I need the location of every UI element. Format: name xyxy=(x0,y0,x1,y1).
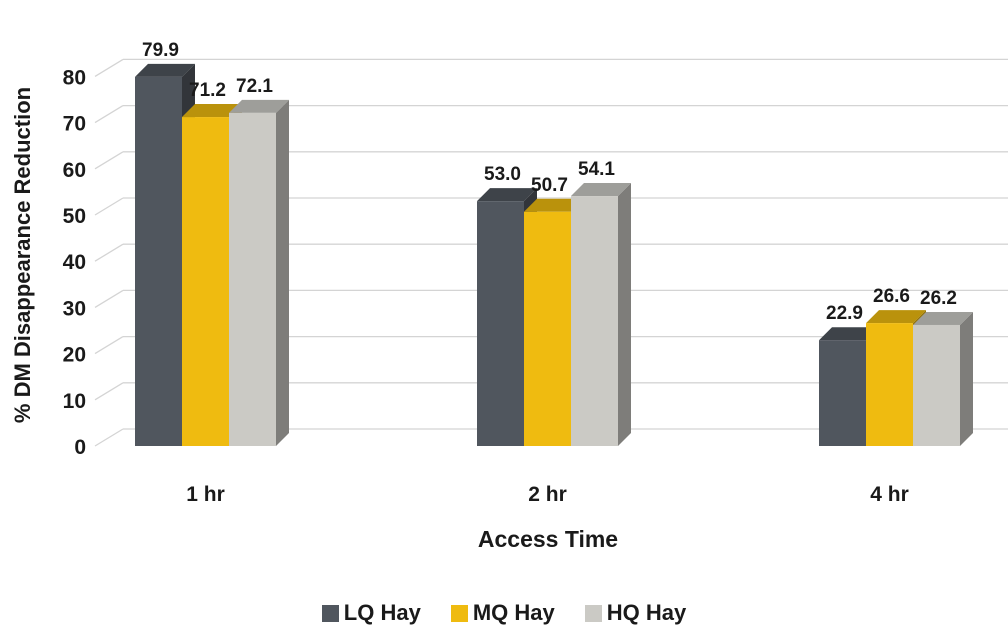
bar-side xyxy=(618,183,631,447)
bar-top xyxy=(182,104,242,118)
legend-swatch-lq-hay xyxy=(321,604,339,622)
legend-item-mq-hay: MQ Hay xyxy=(450,600,555,626)
legend-label: MQ Hay xyxy=(472,600,555,625)
x-tick-label: 2 hr xyxy=(528,483,567,506)
bar xyxy=(913,311,973,446)
y-tick-label: 50 xyxy=(63,205,86,228)
bar-front xyxy=(571,196,618,446)
data-label: 22.9 xyxy=(826,303,863,324)
bar-chart: 0 10 20 30 40 50 60 70 80 79.9 71.2 72.1 53.0 50.7 54… xyxy=(10,40,1008,552)
x-axis-ticks: 1 hr 2 hr 4 hr xyxy=(186,483,909,506)
bar-front xyxy=(524,211,571,446)
gridline-depth xyxy=(94,336,124,355)
data-label: 50.7 xyxy=(531,175,568,196)
legend-item-hq-hay: HQ Hay xyxy=(584,600,687,626)
bar-top xyxy=(913,311,973,325)
data-label: 71.2 xyxy=(189,80,226,101)
y-tick-label: 10 xyxy=(63,390,86,413)
bar-front xyxy=(135,76,182,446)
bars xyxy=(135,63,973,447)
bar-top xyxy=(524,198,584,212)
legend-swatch-hq-hay xyxy=(584,604,602,622)
y-tick-label: 70 xyxy=(63,113,86,136)
gridline-depth xyxy=(94,105,124,124)
bar-front xyxy=(819,340,866,446)
data-label: 53.0 xyxy=(484,164,521,185)
bar-front xyxy=(182,117,229,446)
gridline-depth xyxy=(94,151,124,170)
y-tick-label: 40 xyxy=(63,251,86,274)
x-axis-label: Access Time xyxy=(478,526,618,552)
bar-top xyxy=(819,327,879,341)
bar-front xyxy=(229,112,276,446)
bar xyxy=(571,183,631,447)
legend: LQ Hay MQ Hay HQ Hay xyxy=(0,598,1008,628)
gridline-depth xyxy=(94,428,124,447)
data-label: 26.6 xyxy=(873,286,910,307)
y-axis-ticks: 0 10 20 30 40 50 60 70 80 xyxy=(63,66,86,459)
gridline-depth xyxy=(94,289,124,308)
bar-front xyxy=(913,324,960,446)
bar-side xyxy=(276,99,289,446)
data-label: 26.2 xyxy=(920,288,957,309)
y-axis-label: % DM Disappearance Reduction xyxy=(10,87,35,423)
gridline-depth xyxy=(94,382,124,401)
data-label: 79.9 xyxy=(142,40,179,61)
bar-top xyxy=(571,183,631,197)
bar-front xyxy=(866,323,913,446)
legend-label: LQ Hay xyxy=(343,600,421,625)
data-label: 54.1 xyxy=(578,159,615,180)
y-tick-label: 0 xyxy=(74,436,86,459)
y-tick-label: 20 xyxy=(63,344,86,367)
bar-front xyxy=(477,201,524,446)
data-label: 72.1 xyxy=(236,76,273,97)
y-tick-label: 30 xyxy=(63,297,86,320)
legend-swatch-mq-hay xyxy=(450,604,468,622)
gridline-depth xyxy=(94,243,124,262)
bar-top xyxy=(477,188,537,202)
data-labels: 79.9 71.2 72.1 53.0 50.7 54.1 22.9 26.6 26.2 xyxy=(142,40,957,324)
legend-item-lq-hay: LQ Hay xyxy=(321,600,421,626)
bar xyxy=(229,99,289,446)
y-tick-label: 80 xyxy=(63,66,86,89)
bar-top xyxy=(229,99,289,113)
y-tick-label: 60 xyxy=(63,159,86,182)
legend-label: HQ Hay xyxy=(606,600,687,625)
bar-top xyxy=(866,310,926,324)
gridline-depth xyxy=(94,197,124,216)
bar-side xyxy=(960,311,973,446)
bar-top xyxy=(135,63,195,77)
x-tick-label: 4 hr xyxy=(870,483,909,506)
gridline-depth xyxy=(94,58,124,77)
x-tick-label: 1 hr xyxy=(186,483,225,506)
